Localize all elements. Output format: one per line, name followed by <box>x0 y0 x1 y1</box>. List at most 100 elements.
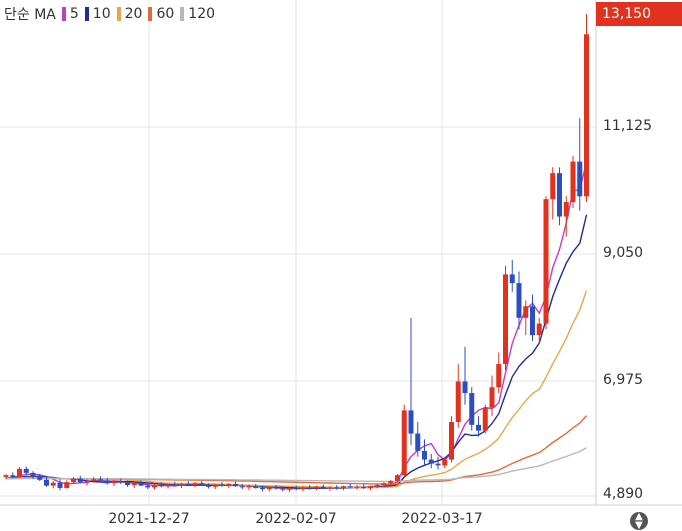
moving-average-120-line <box>5 447 587 483</box>
candle-body <box>449 421 454 460</box>
legend-label-ma10: 10 <box>92 6 111 22</box>
legend-swatch-ma120 <box>180 7 185 21</box>
candle-body <box>179 483 184 486</box>
candle-body <box>469 393 475 425</box>
candle-body <box>455 381 461 422</box>
candle-body <box>334 487 340 489</box>
candle-body <box>509 274 515 284</box>
candle-body <box>212 484 218 487</box>
candle-body <box>476 424 481 431</box>
candle-body <box>577 161 583 197</box>
legend-label-ma60: 60 <box>156 6 175 22</box>
candle-body <box>503 274 508 365</box>
candle-body <box>104 480 110 484</box>
candle-body <box>300 487 306 490</box>
candle-body <box>536 323 542 336</box>
candle-body <box>489 387 495 408</box>
candle-body <box>408 410 414 434</box>
legend-label-ma120: 120 <box>188 6 216 22</box>
candle-body <box>125 482 130 486</box>
y-tick-label: 6,975 <box>603 372 644 388</box>
legend-swatch-ma60 <box>148 7 153 21</box>
candle-body <box>152 485 157 488</box>
candle-body <box>185 483 191 486</box>
candle-body <box>435 463 441 466</box>
candle-body <box>64 482 70 488</box>
candle-body <box>10 475 16 477</box>
candle-body <box>253 486 259 488</box>
candle-body <box>50 482 56 486</box>
candle-body <box>3 475 9 477</box>
candle-body <box>401 410 407 476</box>
candle-body <box>118 481 124 483</box>
candle-body <box>320 486 326 489</box>
candle-body <box>516 283 522 318</box>
candle-body <box>563 202 569 217</box>
candle-body <box>266 487 272 490</box>
candle-body <box>388 481 394 484</box>
candle-body <box>354 486 360 488</box>
candle-body <box>496 364 502 388</box>
candle-body <box>77 478 83 483</box>
candle-body <box>145 485 151 488</box>
candle-body <box>138 483 144 486</box>
candle-body <box>530 306 535 336</box>
candle-body <box>23 468 29 473</box>
candle-body <box>422 450 427 460</box>
candle-body <box>462 381 468 394</box>
candle-body <box>158 485 164 487</box>
candle-body <box>84 481 90 483</box>
candle-body <box>273 487 279 489</box>
legend-swatch-ma10 <box>84 7 89 21</box>
legend-title: 단순 MA <box>4 7 56 23</box>
candle-body <box>327 487 333 489</box>
legend-label-ma5: 5 <box>69 6 79 22</box>
candle-body <box>71 478 76 483</box>
candle-body <box>415 433 421 451</box>
candle-body <box>260 487 265 490</box>
y-tick-label: 4,890 <box>603 486 644 502</box>
candle-body <box>314 486 319 488</box>
candle-body <box>44 479 49 486</box>
candle-body <box>428 459 434 464</box>
moving-average-legend: 단순 MA 5 10 20 60 120 <box>4 4 215 24</box>
candle-body <box>570 161 576 203</box>
legend-swatch-ma5 <box>61 7 66 21</box>
candle-body <box>550 173 556 200</box>
candle-body <box>172 484 178 486</box>
candle-body <box>226 483 232 486</box>
candle-body <box>206 485 211 487</box>
candle-body <box>246 486 252 488</box>
candle-body <box>482 407 488 431</box>
candle-body <box>192 483 198 486</box>
candle-body <box>199 483 205 486</box>
candle-body <box>233 483 238 487</box>
scroll-chevron-icon[interactable]: ▲ ▼ <box>630 512 648 531</box>
candle-body <box>91 479 97 482</box>
candle-body <box>30 472 36 476</box>
candle-body <box>219 484 225 486</box>
candle-body <box>584 34 589 197</box>
candle-body <box>287 487 292 490</box>
candle-body <box>111 481 117 484</box>
candle-body <box>395 475 400 482</box>
legend-label-ma20: 20 <box>124 6 143 22</box>
candle-body <box>293 487 299 490</box>
candle-body <box>239 486 245 488</box>
candle-body <box>17 468 22 477</box>
x-tick-label: 2021-12-27 <box>108 511 190 527</box>
candle-body <box>280 488 286 490</box>
candle-body <box>347 486 353 488</box>
candle-body <box>341 486 346 488</box>
x-tick-label: 2022-02-07 <box>255 511 337 527</box>
y-tick-label: 9,050 <box>603 245 644 261</box>
candle-body <box>37 475 43 480</box>
candle-body <box>57 482 63 488</box>
candle-body <box>165 484 171 487</box>
candle-body <box>131 483 137 486</box>
candle-body <box>381 483 387 486</box>
candle-body <box>442 459 448 466</box>
candle-body <box>368 486 373 488</box>
candle-body <box>98 479 103 481</box>
